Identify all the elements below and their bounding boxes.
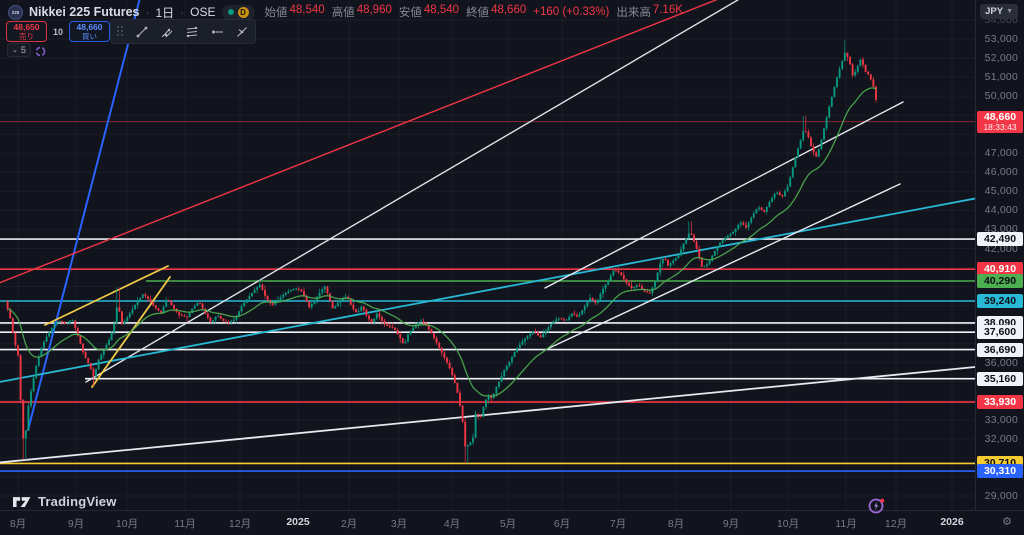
ohlc-values: 始値 48,540 高値 48,960 安値 48,540 終値 48,660 +160…	[265, 4, 683, 20]
price-level-label[interactable]: 33,930	[977, 395, 1023, 410]
price-level-label[interactable]: 40,910	[977, 262, 1023, 277]
low-value: 48,540	[423, 4, 460, 16]
price-level-label[interactable]: 40,290	[977, 274, 1023, 288]
y-axis-tick: 51,000	[984, 71, 1018, 84]
volume-label: 出来高	[616, 7, 651, 19]
high-label: 高値	[331, 7, 355, 19]
exchange-value: OSE	[190, 5, 216, 19]
symbol-logo-icon: 225	[8, 4, 23, 20]
sell-label: 売り	[19, 31, 34, 41]
x-axis-label: 3月	[390, 518, 408, 530]
separator: ·	[145, 5, 150, 19]
y-axis-tick: 44,000	[984, 204, 1018, 217]
toolbar-drag-handle[interactable]	[117, 26, 124, 37]
sell-price: 48,650	[13, 22, 40, 32]
price-level-label[interactable]: 30,310	[977, 464, 1023, 479]
x-axis-label: 11月	[835, 518, 857, 530]
price-axis[interactable]: 54,00053,00052,00051,00050,00049,00047,0…	[975, 0, 1024, 510]
price-level-label[interactable]: 35,160	[977, 371, 1023, 386]
object-tree-toggle[interactable]: ⌄ 5	[7, 43, 31, 57]
y-axis-tick: 53,000	[984, 33, 1018, 45]
chevron-down-icon: ▼	[1006, 8, 1013, 15]
separator: ·	[180, 5, 185, 19]
close-value: 48,660	[491, 4, 527, 16]
market-open-dot-icon	[227, 9, 234, 15]
session-d-badge: D	[237, 6, 249, 18]
x-axis-label: 2026	[940, 516, 964, 528]
sell-button[interactable]: 48,650 売り	[6, 21, 47, 42]
y-axis-tick: 45,000	[984, 185, 1018, 198]
parallel-channel-icon[interactable]	[184, 24, 199, 39]
tradingview-logo[interactable]: TradingView	[13, 494, 117, 509]
trade-panel: 48,650 売り 10 48,660 買い	[6, 21, 111, 42]
high-value: 48,960	[356, 4, 392, 16]
x-axis-label: 9月	[722, 518, 740, 530]
quantity-value[interactable]: 10	[53, 26, 64, 37]
current-price-value: 48,660	[983, 110, 1017, 123]
market-event-icon[interactable]	[866, 496, 888, 521]
tradingview-logo-icon	[13, 497, 31, 508]
currency-selector[interactable]: JPY ▼	[980, 4, 1018, 19]
horizontal-ray-icon[interactable]	[209, 24, 224, 39]
market-status-pill[interactable]: D	[221, 4, 255, 20]
x-axis-label: 9月	[67, 518, 85, 530]
x-axis-label: 5月	[499, 518, 517, 530]
x-axis-label: 6月	[553, 518, 571, 530]
y-axis-tick: 50,000	[984, 90, 1018, 103]
drawing-toolbar	[110, 19, 256, 44]
x-axis-label: 10月	[115, 518, 139, 530]
cross-line-icon[interactable]	[234, 24, 249, 39]
x-axis-label: 7月	[609, 518, 627, 530]
y-axis-tick: 33,000	[984, 413, 1018, 426]
price-level-label[interactable]: 39,240	[977, 294, 1023, 308]
y-axis-tick: 29,000	[984, 490, 1018, 502]
currency-value: JPY	[985, 6, 1004, 17]
trend-line-icon[interactable]	[134, 24, 149, 39]
price-level-label[interactable]: 42,490	[977, 232, 1023, 247]
interval-value[interactable]: 1日	[155, 5, 175, 20]
price-level-label[interactable]: 37,600	[977, 325, 1023, 340]
x-axis-label: 2025	[286, 516, 310, 528]
bar-countdown: 18:33:43	[983, 121, 1017, 132]
replay-spinner-icon[interactable]	[35, 44, 46, 62]
x-axis-label: 2月	[340, 518, 358, 530]
buy-price: 48,660	[76, 22, 103, 32]
y-axis-tick: 47,000	[984, 147, 1018, 160]
y-axis-tick: 46,000	[984, 166, 1018, 179]
symbol-title[interactable]: Nikkei 225 Futures	[29, 5, 140, 19]
x-axis-label: 11月	[174, 518, 196, 530]
x-axis-label: 4月	[443, 518, 461, 530]
symbol-legend: 225 Nikkei 225 Futures · 1日 · OSE D 始値 48…	[8, 4, 683, 20]
open-value: 48,540	[289, 4, 325, 16]
x-axis-label: 12月	[884, 518, 908, 530]
x-axis-label: 10月	[776, 518, 800, 530]
objects-count: 5	[20, 45, 26, 55]
x-axis-label: 8月	[667, 518, 685, 530]
buy-label: 買い	[82, 31, 98, 41]
y-axis-tick: 32,000	[984, 432, 1018, 445]
x-axis-label: 8月	[9, 518, 27, 530]
axis-settings-gear-icon[interactable]: ⚙	[1002, 516, 1012, 528]
low-label: 安値	[398, 7, 422, 19]
change-value: +160 (+0.33%)	[533, 6, 610, 18]
x-axis-label: 12月	[228, 518, 252, 530]
time-axis[interactable]: 8月 9月 10月 11月 12月 2025 2月 3月 4月 5月 6月 7月 8月 9月 10月 11月 1…	[0, 510, 1024, 535]
price-level-label[interactable]: 36,690	[977, 342, 1023, 357]
info-line-icon[interactable]	[159, 24, 174, 39]
y-axis-tick: 36,000	[984, 356, 1018, 369]
open-label: 始値	[264, 7, 288, 19]
close-label: 終値	[466, 7, 490, 19]
volume-value: 7.16K	[652, 4, 683, 16]
buy-button[interactable]: 48,660 買い	[69, 21, 111, 42]
y-axis-tick: 52,000	[984, 52, 1018, 64]
current-price-label[interactable]: 48,660 18:33:43	[977, 110, 1023, 133]
tradingview-logo-text: TradingView	[38, 494, 117, 509]
chevron-down-icon: ⌄	[12, 47, 18, 54]
